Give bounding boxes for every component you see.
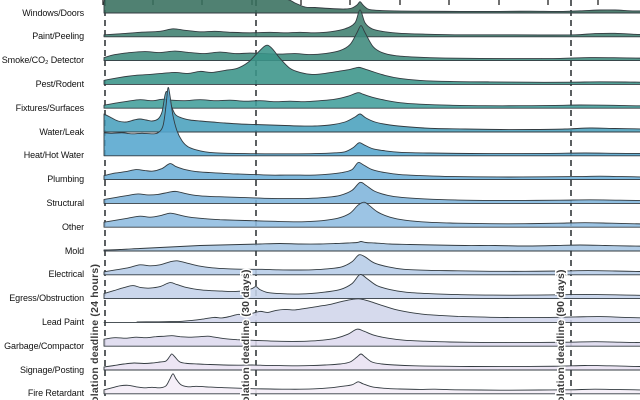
ridge-lead-paint bbox=[103, 298, 640, 323]
ridge-structural bbox=[103, 181, 640, 204]
ridge-garbage-compactor bbox=[103, 328, 640, 347]
ridge-pest-rodent bbox=[103, 44, 640, 85]
ridge-smoke-co-detector bbox=[103, 25, 640, 62]
ridge-fixtures-surfaces bbox=[103, 92, 640, 109]
ridge-egress-obstruction bbox=[103, 274, 640, 300]
ridge-signage-posting bbox=[103, 353, 640, 371]
ridge-water-leak bbox=[103, 91, 640, 133]
deadline-label: violation deadline (30 days) bbox=[240, 269, 252, 400]
ridge-paint-peeling bbox=[103, 9, 640, 38]
ridge-other bbox=[103, 201, 640, 228]
ridge-mold bbox=[103, 241, 640, 252]
ridge-windows-doors bbox=[103, 0, 640, 14]
deadline-label: violation deadline (24 hours) bbox=[89, 264, 101, 400]
deadline-label: violation deadline (90 days) bbox=[555, 269, 567, 400]
ridge-electrical bbox=[103, 254, 640, 276]
ridge-plumbing bbox=[103, 161, 640, 181]
ridge-fire-retardant bbox=[103, 373, 640, 395]
ridge-heat-hot-water bbox=[103, 87, 640, 157]
